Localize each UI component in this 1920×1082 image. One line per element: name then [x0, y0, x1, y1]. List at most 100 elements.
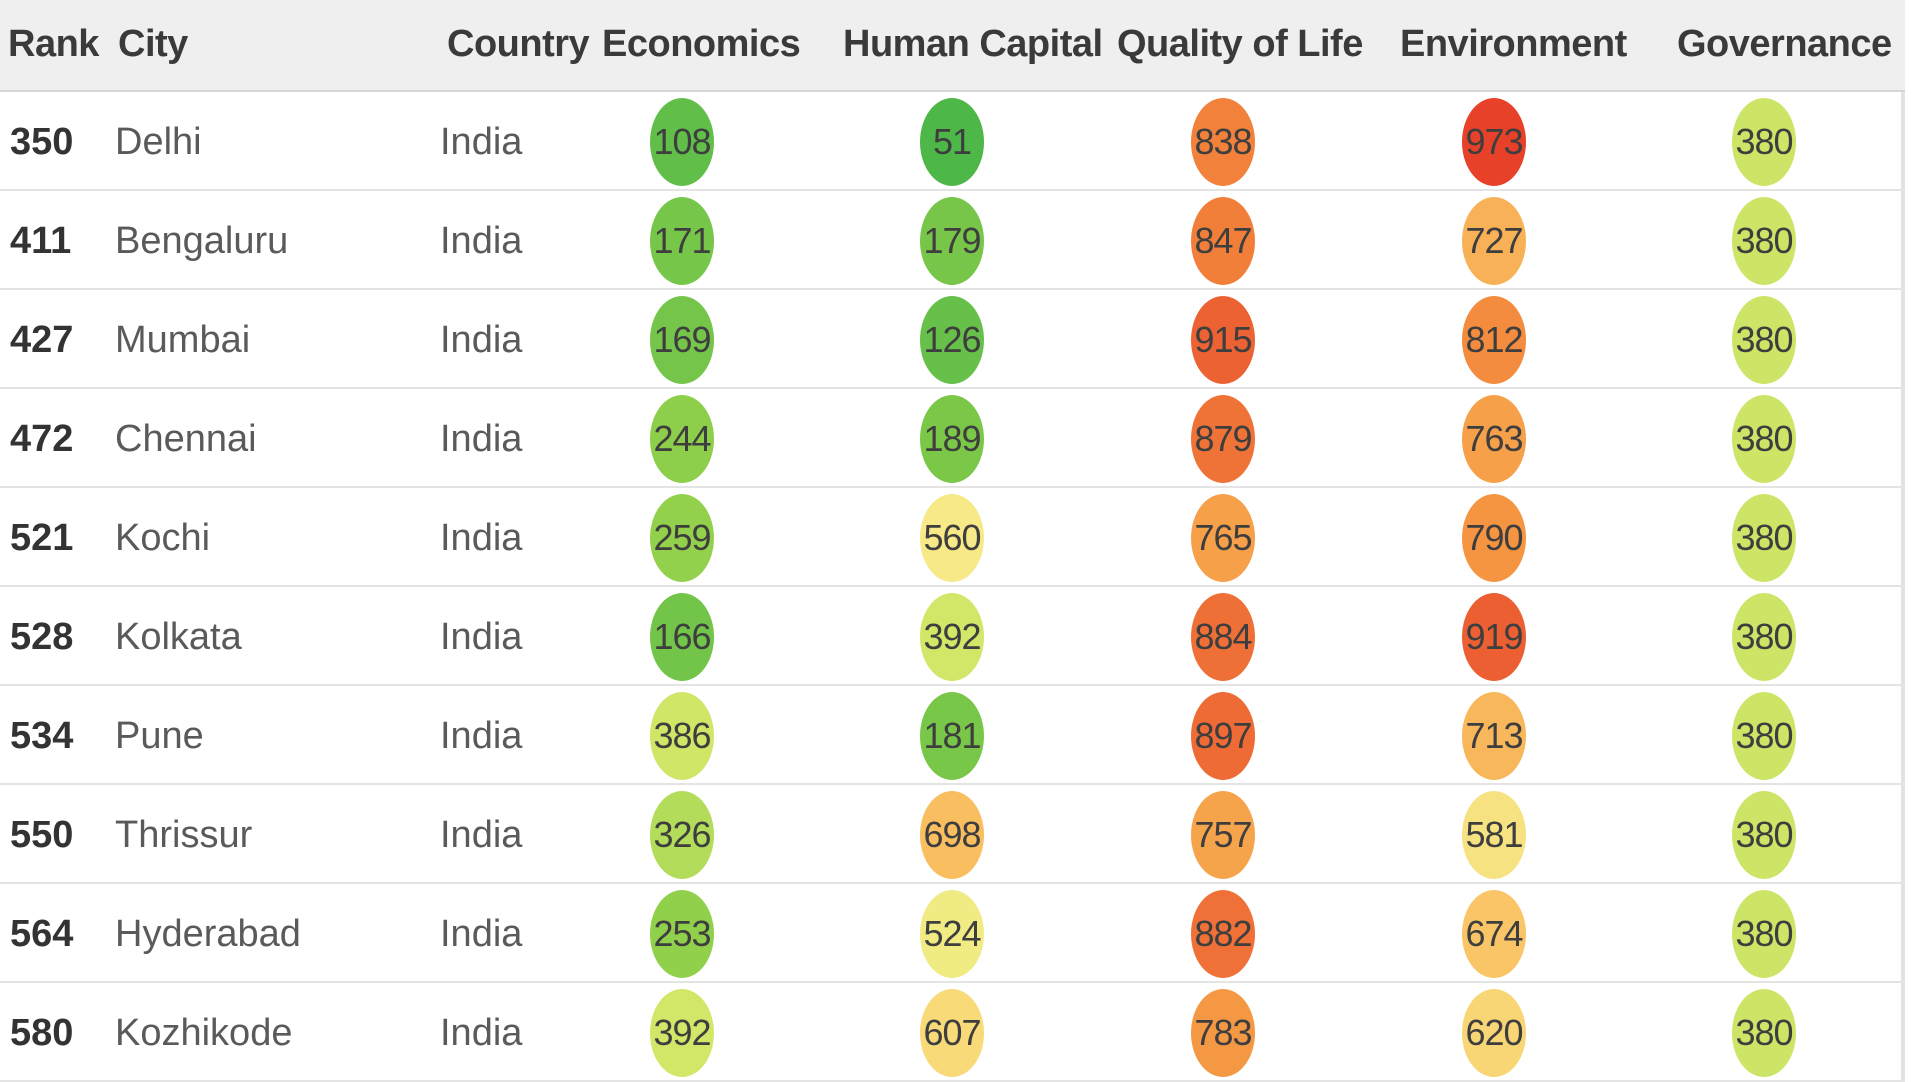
table-row: 550 Thrissur India 326 698 757 581 380 — [0, 786, 1905, 884]
country-cell: India — [440, 814, 523, 856]
country-cell: India — [440, 517, 523, 559]
environment-score-dot: 973 — [1462, 98, 1526, 186]
rank-cell: 411 — [10, 220, 72, 262]
city-cell: Mumbai — [115, 319, 251, 361]
quality-of-life-score-dot: 783 — [1191, 989, 1255, 1077]
human-capital-score-dot: 181 — [920, 692, 984, 780]
table-row: 427 Mumbai India 169 126 915 812 380 — [0, 291, 1905, 389]
city-cell: Hyderabad — [115, 913, 301, 955]
country-cell: India — [440, 220, 523, 262]
city-cell: Thrissur — [115, 814, 253, 856]
human-capital-score-dot: 698 — [920, 791, 984, 879]
quality-of-life-score-dot: 915 — [1191, 296, 1255, 384]
governance-score-dot: 380 — [1732, 791, 1796, 879]
economics-score-dot: 169 — [650, 296, 714, 384]
header-country: Country — [447, 23, 590, 65]
human-capital-score-dot: 560 — [920, 494, 984, 582]
rank-cell: 472 — [10, 418, 74, 460]
country-cell: India — [440, 418, 523, 460]
governance-score-dot: 380 — [1732, 395, 1796, 483]
governance-score-dot: 380 — [1732, 98, 1796, 186]
economics-score-dot: 392 — [650, 989, 714, 1077]
header-governance: Governance — [1677, 23, 1892, 65]
governance-score-dot: 380 — [1732, 593, 1796, 681]
rank-cell: 550 — [10, 814, 74, 856]
governance-score-dot: 380 — [1732, 296, 1796, 384]
environment-score-dot: 763 — [1462, 395, 1526, 483]
quality-of-life-score-dot: 897 — [1191, 692, 1255, 780]
economics-score-dot: 171 — [650, 197, 714, 285]
table-row: 564 Hyderabad India 253 524 882 674 380 — [0, 885, 1905, 983]
country-cell: India — [440, 121, 523, 163]
economics-score-dot: 108 — [650, 98, 714, 186]
city-cell: Delhi — [115, 121, 202, 163]
rank-cell: 580 — [10, 1012, 74, 1054]
table-row: 534 Pune India 386 181 897 713 380 — [0, 687, 1905, 785]
environment-score-dot: 919 — [1462, 593, 1526, 681]
country-cell: India — [440, 913, 523, 955]
header-human-capital: Human Capital — [843, 23, 1103, 65]
human-capital-score-dot: 607 — [920, 989, 984, 1077]
environment-score-dot: 674 — [1462, 890, 1526, 978]
human-capital-score-dot: 179 — [920, 197, 984, 285]
governance-score-dot: 380 — [1732, 989, 1796, 1077]
quality-of-life-score-dot: 884 — [1191, 593, 1255, 681]
quality-of-life-score-dot: 847 — [1191, 197, 1255, 285]
table-row: 411 Bengaluru India 171 179 847 727 380 — [0, 192, 1905, 290]
rank-cell: 521 — [10, 517, 74, 559]
city-cell: Kolkata — [115, 616, 242, 658]
rank-cell: 534 — [10, 715, 74, 757]
city-cell: Kochi — [115, 517, 211, 559]
rank-cell: 528 — [10, 616, 74, 658]
table-row: 580 Kozhikode India 392 607 783 620 380 — [0, 984, 1905, 1082]
economics-score-dot: 326 — [650, 791, 714, 879]
country-cell: India — [440, 1012, 523, 1054]
header-quality-of-life: Quality of Life — [1117, 23, 1363, 65]
country-cell: India — [440, 616, 523, 658]
quality-of-life-score-dot: 765 — [1191, 494, 1255, 582]
table-row: 528 Kolkata India 166 392 884 919 380 — [0, 588, 1905, 686]
table-row: 521 Kochi India 259 560 765 790 380 — [0, 489, 1905, 587]
governance-score-dot: 380 — [1732, 494, 1796, 582]
table-row: 350 Delhi India 108 51 838 973 380 — [0, 93, 1905, 191]
city-cell: Pune — [115, 715, 204, 757]
table-header: Rank City Country Economics Human Capita… — [0, 0, 1905, 92]
rank-cell: 427 — [10, 319, 74, 361]
human-capital-score-dot: 524 — [920, 890, 984, 978]
human-capital-score-dot: 126 — [920, 296, 984, 384]
governance-score-dot: 380 — [1732, 197, 1796, 285]
rank-cell: 564 — [10, 913, 74, 955]
environment-score-dot: 812 — [1462, 296, 1526, 384]
economics-score-dot: 253 — [650, 890, 714, 978]
quality-of-life-score-dot: 879 — [1191, 395, 1255, 483]
human-capital-score-dot: 189 — [920, 395, 984, 483]
environment-score-dot: 790 — [1462, 494, 1526, 582]
economics-score-dot: 259 — [650, 494, 714, 582]
quality-of-life-score-dot: 757 — [1191, 791, 1255, 879]
country-cell: India — [440, 319, 523, 361]
rank-cell: 350 — [10, 121, 74, 163]
environment-score-dot: 713 — [1462, 692, 1526, 780]
city-cell: Chennai — [115, 418, 257, 460]
governance-score-dot: 380 — [1732, 890, 1796, 978]
quality-of-life-score-dot: 838 — [1191, 98, 1255, 186]
governance-score-dot: 380 — [1732, 692, 1796, 780]
header-environment: Environment — [1400, 23, 1627, 65]
city-cell: Kozhikode — [115, 1012, 293, 1054]
table-row: 472 Chennai India 244 189 879 763 380 — [0, 390, 1905, 488]
city-cell: Bengaluru — [115, 220, 289, 262]
quality-of-life-score-dot: 882 — [1191, 890, 1255, 978]
environment-score-dot: 727 — [1462, 197, 1526, 285]
human-capital-score-dot: 51 — [920, 98, 984, 186]
header-economics: Economics — [602, 23, 801, 65]
economics-score-dot: 386 — [650, 692, 714, 780]
country-cell: India — [440, 715, 523, 757]
environment-score-dot: 581 — [1462, 791, 1526, 879]
human-capital-score-dot: 392 — [920, 593, 984, 681]
header-city: City — [118, 23, 188, 65]
economics-score-dot: 166 — [650, 593, 714, 681]
economics-score-dot: 244 — [650, 395, 714, 483]
environment-score-dot: 620 — [1462, 989, 1526, 1077]
header-rank: Rank — [8, 23, 99, 65]
